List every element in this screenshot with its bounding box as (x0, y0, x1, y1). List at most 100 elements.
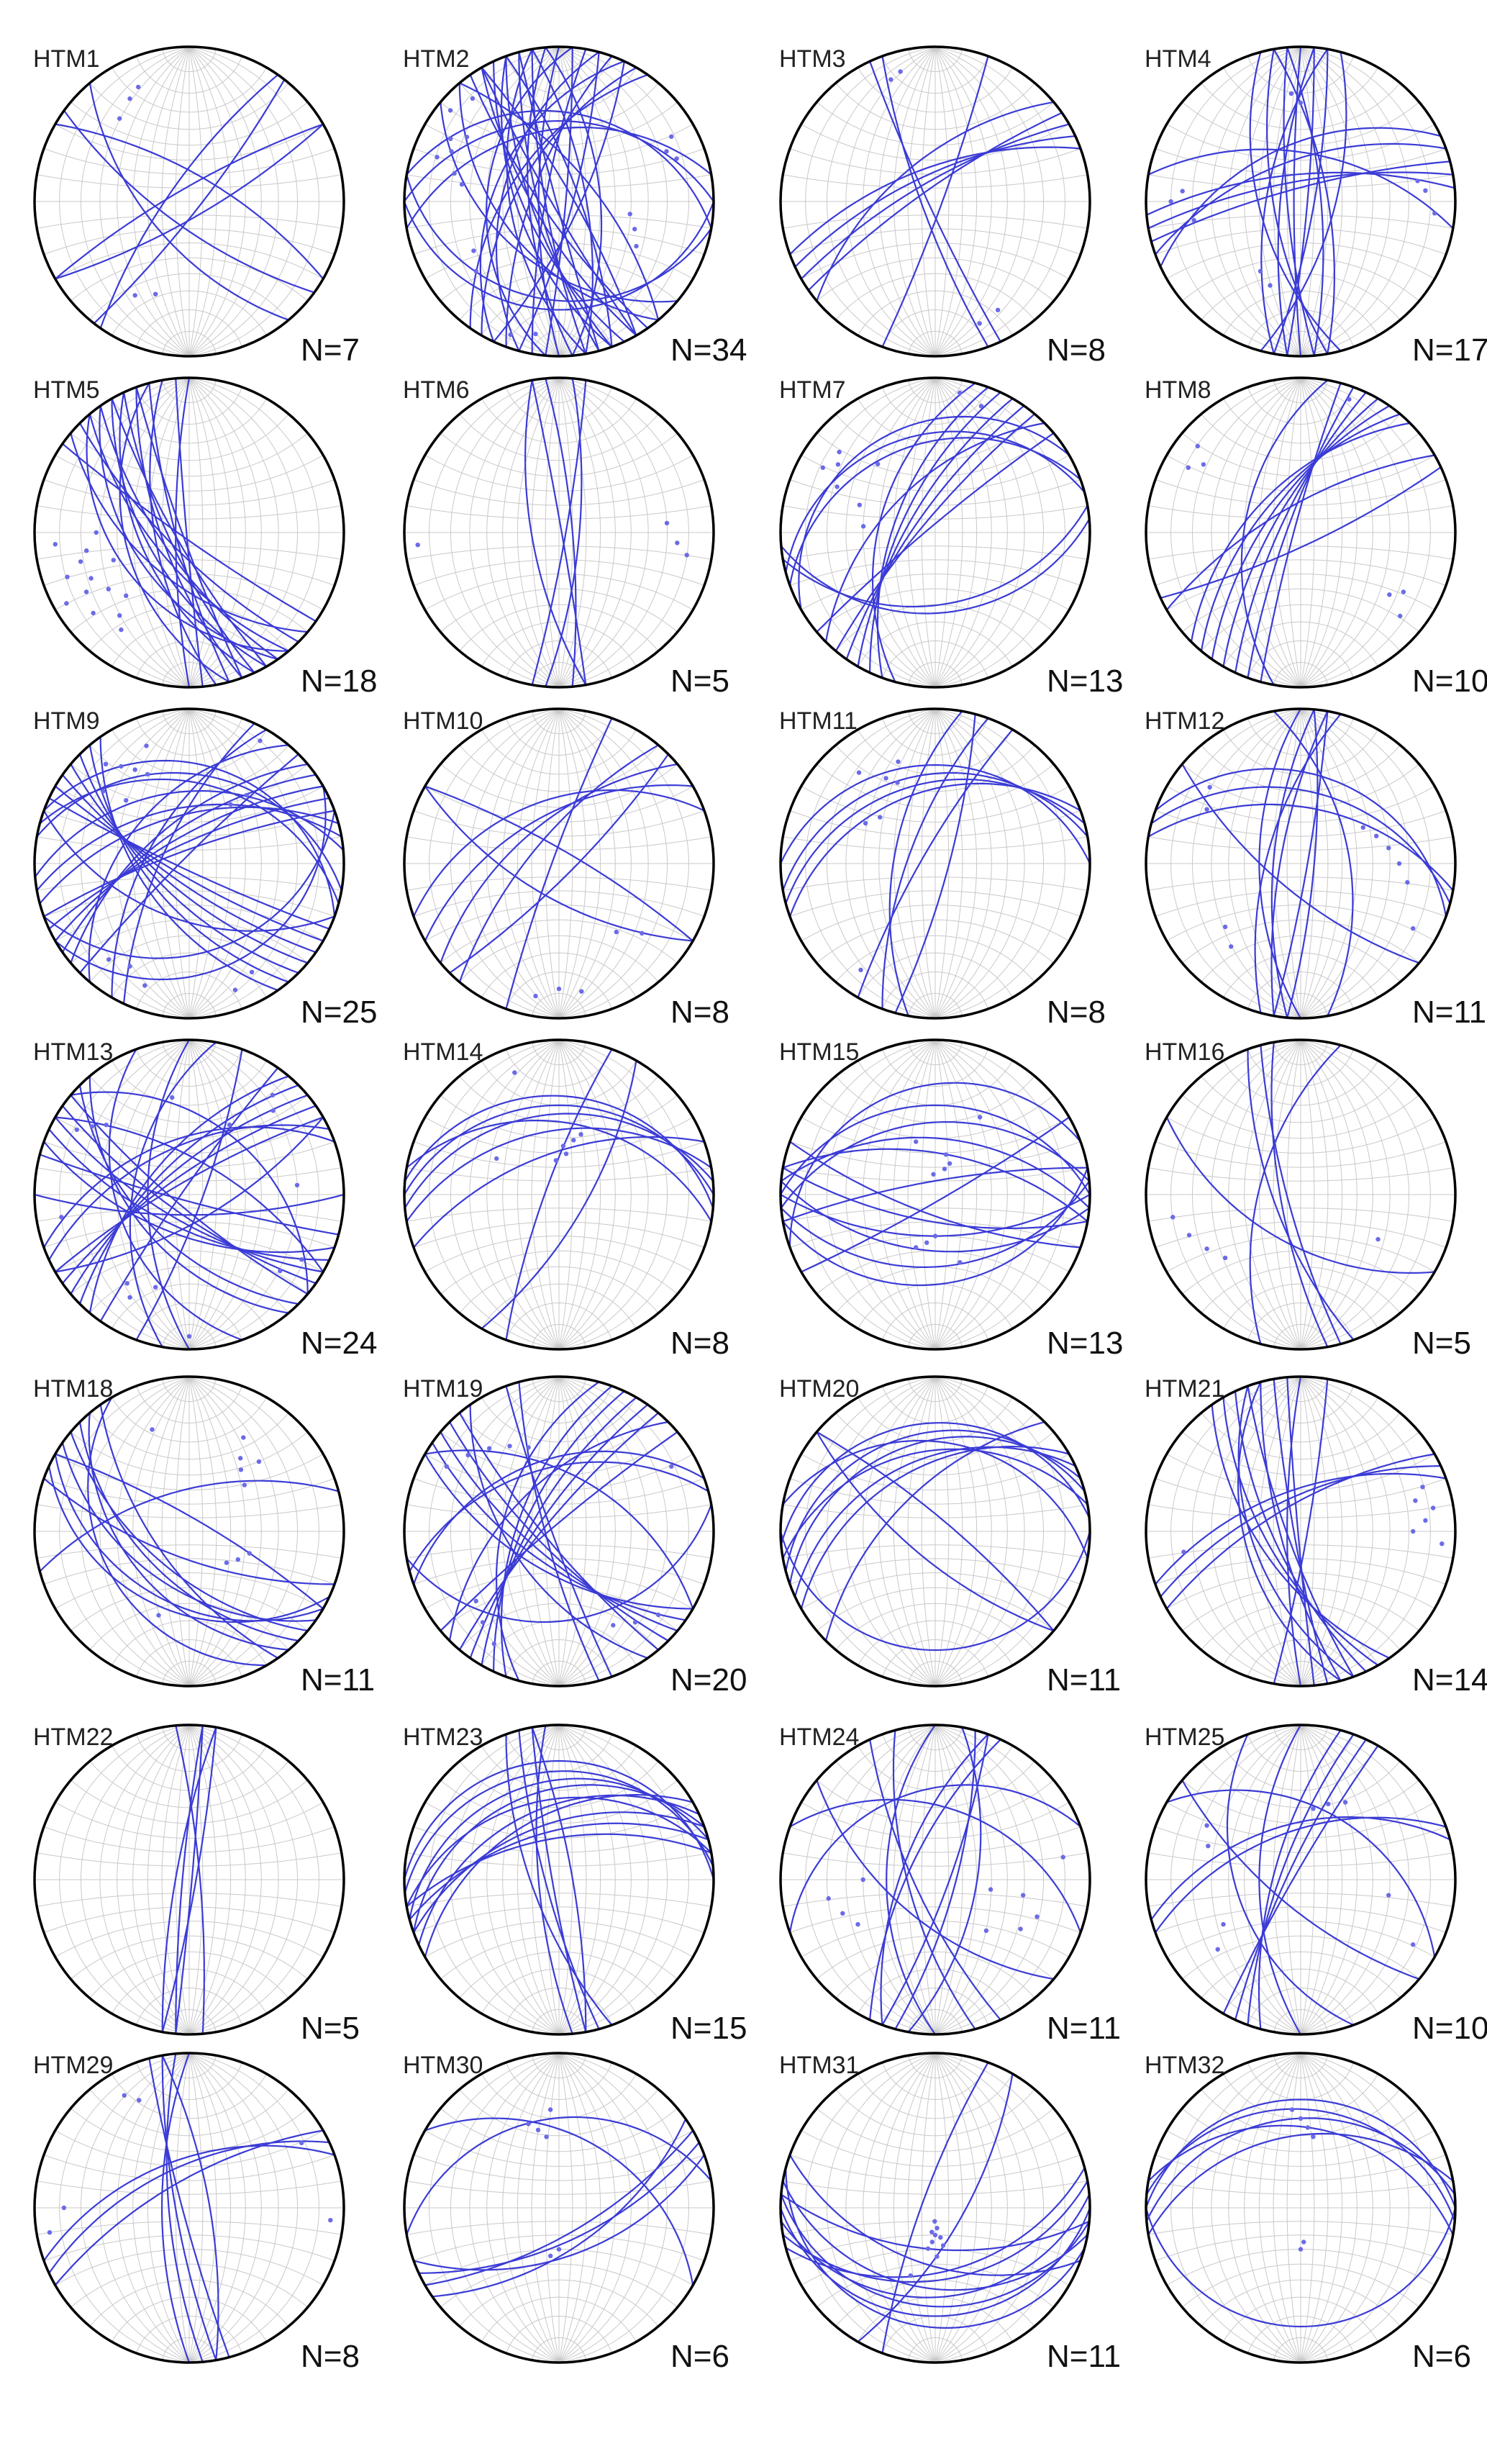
great-circle-plane (781, 518, 1090, 615)
pole-point (480, 1620, 486, 1625)
great-circle-plane (79, 422, 299, 643)
pole-point (578, 1132, 583, 1137)
pole-point (512, 1070, 517, 1075)
pole-point (929, 2239, 935, 2245)
primitive-circle (33, 1724, 345, 2036)
pole-point (153, 291, 158, 296)
sample-count: N=8 (670, 995, 729, 1030)
great-circle-plane (88, 414, 289, 652)
pole-point (137, 2098, 142, 2103)
pole-point (840, 1911, 845, 1916)
great-circle-plane (35, 790, 344, 878)
pole-point (64, 601, 69, 606)
great-circle-plane (1249, 52, 1342, 352)
great-circle-plane (55, 785, 324, 942)
great-circle-plane (39, 1154, 339, 1236)
sample-count: N=11 (1047, 2011, 1121, 2046)
pole-point (857, 502, 863, 507)
great-circle-plane (881, 1734, 989, 2026)
panel-label: HTM18 (33, 1375, 113, 1403)
pole-point (1398, 613, 1403, 619)
great-circle-plane (824, 422, 1045, 643)
wulff-net-grid (35, 2053, 344, 2363)
pole-point (977, 1115, 983, 1120)
pole-point (242, 1482, 247, 1487)
pole-point (299, 2140, 304, 2145)
great-circle-plane (789, 1798, 1082, 1933)
great-circle-plane (1260, 48, 1329, 354)
pole-point (1186, 1233, 1192, 1238)
pole-point (563, 1151, 569, 1156)
great-circle-plane (88, 1076, 289, 1314)
great-circle-plane (440, 763, 678, 964)
great-circle-plane (459, 82, 660, 320)
pole-point (59, 1215, 64, 1220)
great-circle-plane (824, 1421, 1045, 1641)
great-circle-plane (404, 1770, 714, 1894)
great-circle-plane (505, 55, 613, 348)
pole-point (1360, 825, 1366, 830)
sample-count: N=8 (301, 2339, 360, 2374)
pole-point (299, 1257, 304, 1262)
great-circle-plane (1147, 148, 1454, 230)
pole-point (835, 462, 841, 467)
sample-count: N=8 (670, 1326, 729, 1361)
sample-count: N=20 (670, 1662, 747, 1698)
great-circle-plane (785, 430, 1086, 573)
panel-label: HTM1 (33, 45, 100, 73)
wulff-net-grid (1146, 1725, 1455, 2034)
pole-point (1207, 784, 1212, 790)
great-circle-plane (881, 717, 989, 1010)
great-circle-plane (505, 717, 613, 1010)
great-circle-plane (1146, 2108, 1455, 2222)
panel-label: HTM14 (403, 1038, 483, 1066)
pole-point (156, 1613, 161, 1618)
great-circle-plane (419, 2142, 700, 2274)
primitive-circle (1145, 1724, 1457, 2036)
great-circle-plane (61, 774, 317, 953)
great-circle-plane (39, 1480, 339, 1572)
stereonet-htm22: HTM22 N=5 (33, 1724, 360, 2046)
pole-point (78, 559, 83, 564)
pole-point (526, 1445, 531, 1450)
stereonet-htm8: HTM8 N=10 (1145, 376, 1487, 699)
panel-label: HTM25 (1145, 1724, 1224, 1751)
pole-point (640, 930, 645, 936)
great-circle-plane (1155, 768, 1447, 917)
pole-point (435, 155, 440, 160)
wulff-net-grid (1146, 1377, 1455, 1686)
wulff-net-grid (35, 1377, 344, 1686)
pole-point (278, 1268, 283, 1274)
great-circle-plane (1160, 466, 1442, 599)
pole-point (1204, 1246, 1209, 1251)
sample-count: N=8 (1047, 332, 1106, 368)
primitive-circle (779, 707, 1091, 1020)
panel-label: HTM32 (1145, 2052, 1224, 2079)
pole-point (958, 390, 963, 396)
great-circle-plane (78, 1084, 299, 1305)
pole-point (669, 134, 674, 139)
pole-point (556, 986, 562, 992)
pole-point (1298, 2247, 1304, 2252)
stereonet-htm6: HTM6 N=5 (403, 376, 729, 699)
great-circle-plane (1150, 786, 1451, 905)
great-circle-plane (99, 1404, 278, 1659)
sample-count: N=34 (670, 332, 747, 368)
great-circle-plane (892, 1730, 976, 2030)
stereonet-htm7: HTM7 N=13 (779, 376, 1123, 699)
great-circle-plane (1146, 171, 1455, 216)
panel-label: HTM9 (33, 707, 100, 735)
pole-point (117, 613, 122, 618)
pole-point (674, 156, 679, 161)
great-circle-plane (175, 1725, 204, 2034)
great-circle-plane (1237, 1385, 1355, 1677)
great-circle-plane (63, 109, 315, 294)
great-circle-plane (161, 2053, 191, 2363)
sample-count: N=17 (1412, 332, 1487, 368)
great-circle-plane (789, 1141, 1081, 1249)
great-circle-plane (412, 1784, 705, 1933)
great-circle-plane (88, 83, 289, 321)
great-circle-plane (88, 745, 289, 983)
pole-point (1060, 1854, 1065, 1860)
great-circle-plane (404, 201, 714, 311)
